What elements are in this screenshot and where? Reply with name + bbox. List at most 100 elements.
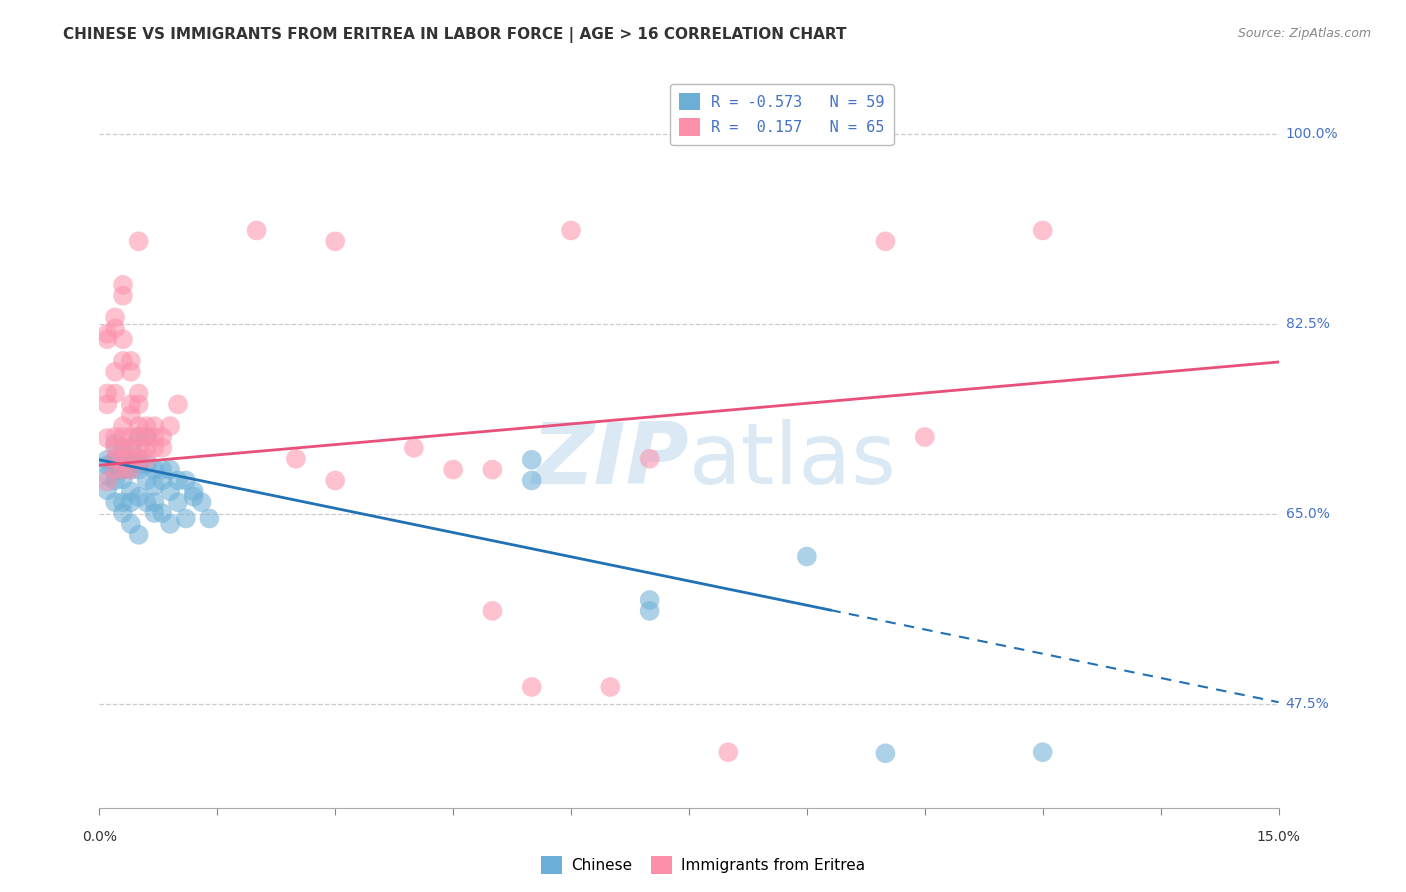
Point: [128, 235, 150, 249]
Point: [914, 430, 936, 444]
Point: [638, 593, 661, 607]
Point: [111, 354, 134, 368]
Point: [111, 462, 134, 476]
Point: [120, 451, 142, 466]
Point: [245, 223, 267, 237]
Point: [198, 511, 221, 525]
Point: [111, 451, 134, 466]
Legend: Chinese, Immigrants from Eritrea: Chinese, Immigrants from Eritrea: [534, 850, 872, 880]
Point: [104, 464, 127, 478]
Point: [111, 495, 134, 509]
Point: [128, 430, 150, 444]
Point: [135, 419, 157, 434]
Point: [717, 745, 740, 759]
Legend: R = -0.573   N = 59, R =  0.157   N = 65: R = -0.573 N = 59, R = 0.157 N = 65: [669, 84, 894, 145]
Point: [143, 506, 166, 520]
Point: [638, 451, 661, 466]
Point: [159, 419, 181, 434]
Point: [120, 457, 142, 471]
Point: [560, 223, 582, 237]
Point: [128, 528, 150, 542]
Point: [284, 451, 307, 466]
Point: [128, 419, 150, 434]
Point: [1032, 223, 1054, 237]
Point: [104, 441, 127, 455]
Point: [796, 549, 818, 564]
Point: [402, 441, 425, 455]
Point: [323, 235, 346, 249]
Point: [143, 419, 166, 434]
Point: [150, 474, 173, 488]
Point: [111, 441, 134, 455]
Point: [104, 457, 127, 471]
Point: [120, 365, 142, 379]
Point: [150, 506, 173, 520]
Text: 82.5%: 82.5%: [1285, 317, 1330, 331]
Point: [111, 419, 134, 434]
Point: [111, 451, 134, 466]
Point: [96, 452, 118, 467]
Text: 15.0%: 15.0%: [1257, 830, 1301, 844]
Point: [128, 441, 150, 455]
Text: Source: ZipAtlas.com: Source: ZipAtlas.com: [1237, 27, 1371, 40]
Point: [167, 474, 190, 488]
Point: [111, 332, 134, 346]
Point: [520, 452, 543, 467]
Point: [1032, 745, 1054, 759]
Point: [96, 458, 118, 473]
Point: [111, 430, 134, 444]
Point: [135, 474, 157, 488]
Point: [143, 430, 166, 444]
Point: [104, 436, 127, 450]
Point: [167, 397, 190, 411]
Point: [128, 490, 150, 504]
Point: [167, 495, 190, 509]
Point: [128, 397, 150, 411]
Point: [120, 441, 142, 455]
Point: [120, 462, 142, 476]
Point: [481, 604, 503, 618]
Point: [96, 431, 118, 445]
Point: [128, 462, 150, 476]
Point: [104, 321, 127, 335]
Point: [111, 288, 134, 302]
Point: [520, 680, 543, 694]
Text: ZIP: ZIP: [531, 418, 689, 501]
Point: [96, 469, 118, 483]
Point: [159, 484, 181, 499]
Point: [143, 462, 166, 476]
Text: 65.0%: 65.0%: [1285, 508, 1330, 521]
Point: [174, 474, 197, 488]
Point: [104, 462, 127, 476]
Point: [104, 452, 127, 467]
Point: [120, 430, 142, 444]
Point: [638, 604, 661, 618]
Point: [128, 386, 150, 401]
Point: [190, 495, 212, 509]
Point: [159, 462, 181, 476]
Text: atlas: atlas: [689, 418, 897, 501]
Point: [481, 462, 503, 476]
Point: [143, 479, 166, 493]
Point: [111, 277, 134, 292]
Point: [183, 490, 205, 504]
Point: [441, 462, 464, 476]
Point: [150, 441, 173, 455]
Point: [120, 462, 142, 476]
Point: [111, 462, 134, 476]
Point: [111, 457, 134, 471]
Point: [135, 451, 157, 466]
Point: [120, 397, 142, 411]
Point: [135, 495, 157, 509]
Point: [104, 386, 127, 401]
Point: [104, 430, 127, 444]
Point: [96, 475, 118, 489]
Point: [135, 441, 157, 455]
Point: [111, 441, 134, 455]
Point: [120, 451, 142, 466]
Point: [128, 451, 150, 466]
Point: [96, 386, 118, 401]
Point: [875, 235, 897, 249]
Point: [111, 472, 134, 486]
Point: [104, 310, 127, 325]
